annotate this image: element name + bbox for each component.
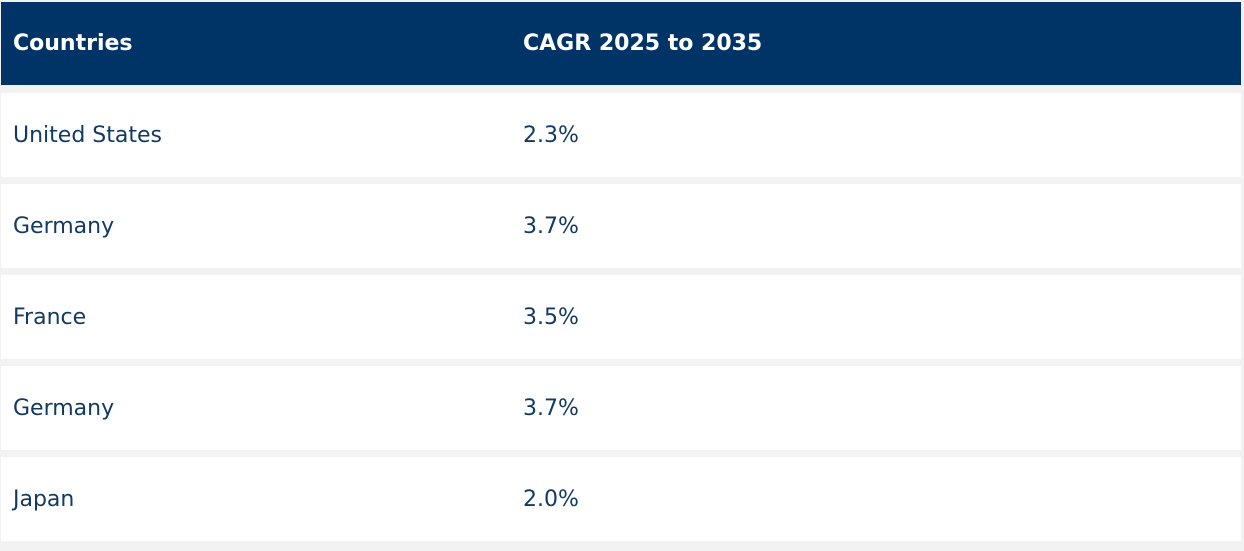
country-cell: Germany — [13, 395, 115, 421]
country-cell: Japan — [13, 486, 75, 512]
cagr-cell: 3.7% — [523, 213, 579, 239]
cagr-cell: 3.5% — [523, 304, 579, 330]
header-countries: Countries — [13, 31, 133, 56]
header-cagr: CAGR 2025 to 2035 — [523, 31, 763, 56]
table-row: Germany 3.7% — [1, 184, 1241, 268]
table-row: France 3.5% — [1, 275, 1241, 359]
table-header-row: Countries CAGR 2025 to 2035 — [1, 2, 1241, 85]
table-row: United States 2.3% — [1, 93, 1241, 177]
cagr-cell: 3.7% — [523, 395, 579, 421]
country-cell: France — [13, 304, 87, 330]
table-row: Germany 3.7% — [1, 366, 1241, 450]
cagr-cell: 2.0% — [523, 486, 579, 512]
country-cell: Germany — [13, 213, 115, 239]
cagr-cell: 2.3% — [523, 122, 579, 148]
country-cell: United States — [13, 122, 162, 148]
table-row: Japan 2.0% — [1, 457, 1241, 541]
